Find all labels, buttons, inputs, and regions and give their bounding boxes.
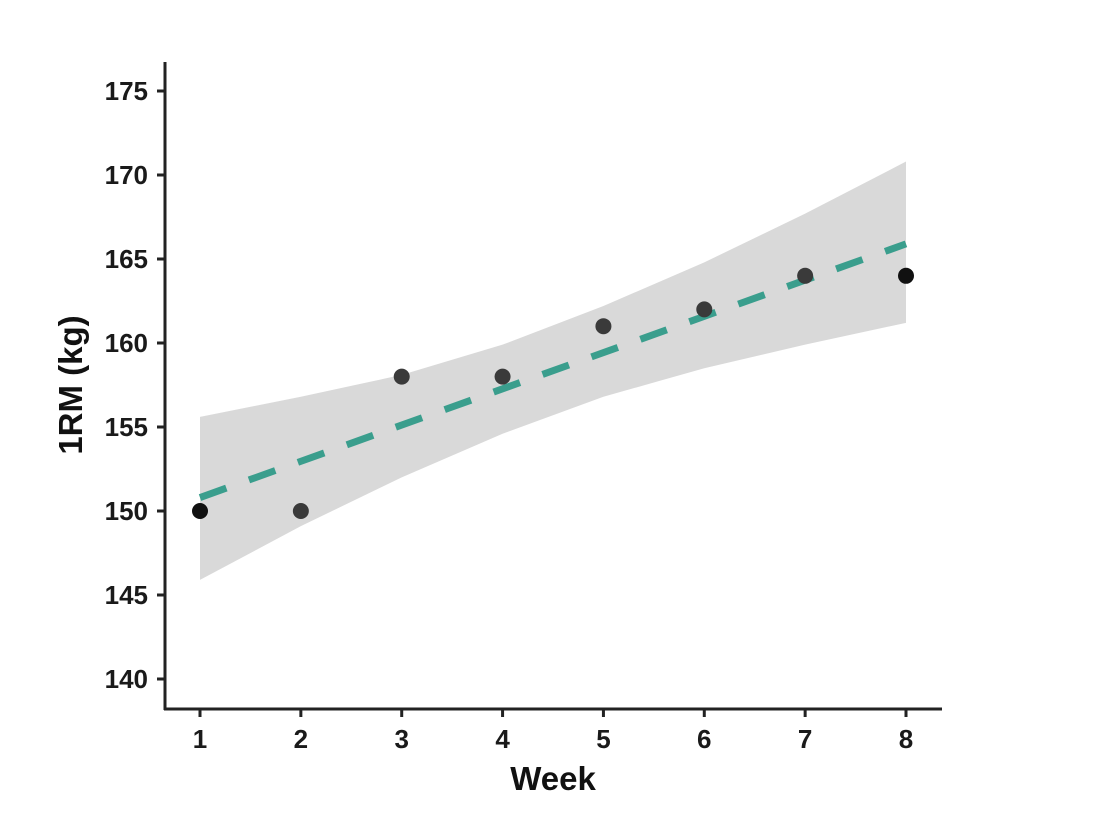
data-point [696, 301, 713, 318]
data-point [898, 267, 914, 284]
x-tick-label: 8 [899, 724, 913, 754]
y-tick-label: 145 [105, 580, 148, 610]
x-tick-label: 7 [798, 724, 812, 754]
data-point [595, 318, 612, 335]
y-tick-label: 155 [105, 412, 148, 442]
y-tick-label: 175 [105, 76, 148, 106]
y-axis-title: 1RM (kg) [52, 315, 89, 454]
data-point [292, 503, 309, 519]
axes [163, 62, 942, 711]
y-tick-label: 140 [105, 664, 148, 694]
y-tick-label: 150 [105, 496, 148, 526]
regression-line [198, 240, 908, 501]
data-point [192, 503, 208, 519]
x-tick-label: 2 [294, 724, 308, 754]
x-axis-ticks: 1 2 3 4 5 6 7 8 [193, 709, 913, 754]
y-tick-label: 160 [105, 328, 148, 358]
trend-line [198, 240, 908, 501]
x-tick-label: 1 [193, 724, 207, 754]
y-axis-ticks: 140 145 150 155 160 165 170 175 [105, 76, 165, 694]
y-tick-label: 170 [105, 160, 148, 190]
x-tick-label: 3 [394, 724, 408, 754]
x-tick-label: 6 [697, 724, 711, 754]
data-point [494, 368, 511, 385]
x-axis-title: Week [510, 760, 596, 797]
x-tick-label: 4 [495, 724, 510, 754]
data-points [192, 267, 914, 519]
data-point [393, 368, 410, 385]
x-tick-label: 5 [596, 724, 610, 754]
y-tick-label: 165 [105, 244, 148, 274]
data-point [797, 267, 814, 284]
